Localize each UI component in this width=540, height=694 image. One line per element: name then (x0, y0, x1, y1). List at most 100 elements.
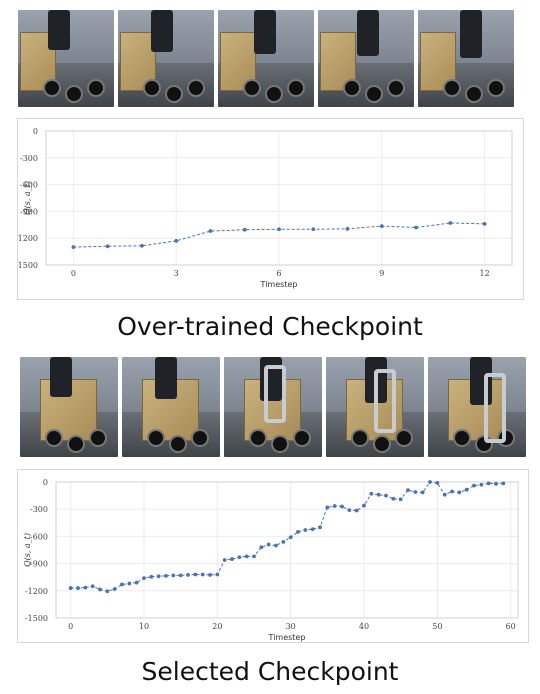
y-axis-label: Q(s, a_t) (23, 533, 32, 567)
data-point (98, 587, 102, 592)
data-point (222, 558, 227, 562)
bottom-caption: Selected Checkpoint (141, 657, 399, 686)
data-point (472, 483, 476, 488)
data-point (186, 573, 190, 577)
data-point (208, 229, 213, 233)
robot-arm (50, 357, 72, 397)
door-handle (484, 373, 506, 443)
data-point (252, 554, 256, 559)
data-point (288, 535, 293, 540)
data-point (156, 574, 161, 579)
knob (443, 79, 461, 97)
robot-arm (155, 357, 177, 399)
data-point (318, 525, 322, 530)
plot-area (55, 481, 519, 619)
data-point (482, 222, 487, 226)
data-point (68, 586, 73, 590)
robot-arm (151, 10, 173, 52)
x-tick-label: 30 (286, 622, 296, 631)
y-tick-label: 0 (33, 127, 38, 136)
top-caption: Over-trained Checkpoint (117, 312, 423, 341)
top-frame-1 (18, 10, 114, 107)
data-point (76, 586, 80, 590)
data-point (406, 488, 410, 493)
data-point (486, 481, 491, 486)
data-point (340, 504, 344, 509)
data-point (413, 490, 418, 494)
data-point (448, 221, 453, 225)
data-point (479, 482, 484, 487)
robot-arm (357, 10, 379, 56)
y-tick-label: -600 (30, 532, 48, 541)
data-point (259, 545, 264, 550)
data-point (501, 481, 506, 486)
data-point (71, 245, 76, 250)
data-point (149, 574, 154, 579)
data-point (369, 491, 374, 496)
knob (45, 429, 63, 447)
y-tick-label: 0 (43, 478, 48, 487)
x-tick-label: 9 (379, 269, 384, 278)
data-point (442, 492, 447, 497)
data-point (237, 555, 242, 560)
x-tick-label: 0 (68, 622, 73, 631)
knob (67, 435, 85, 453)
knob (65, 85, 83, 103)
y-tick-label: -300 (30, 505, 48, 514)
bottom-frame-4 (326, 357, 424, 457)
top-frame-4 (318, 10, 414, 107)
y-tick-label: -900 (30, 560, 48, 569)
top-image-strip (18, 10, 514, 107)
x-tick-label: 40 (359, 622, 369, 631)
data-point (230, 557, 234, 561)
data-point (140, 243, 144, 248)
bottom-chart-svg: 0 -300 -600 -900 -1200 -1500 0 10 20 30 40 50 60 Time… (23, 478, 519, 642)
frame-board (320, 32, 356, 91)
plot-area (45, 130, 513, 266)
bottom-frame-5 (428, 357, 526, 457)
x-tick-label: 20 (212, 622, 222, 631)
x-tick-label: 50 (432, 622, 442, 631)
data-point (398, 497, 403, 502)
data-point (134, 580, 139, 585)
data-point (215, 572, 220, 577)
x-tick-label: 10 (139, 622, 149, 631)
data-point (274, 543, 278, 548)
data-point (142, 576, 146, 581)
x-tick-label: 60 (506, 622, 516, 631)
data-point (428, 480, 432, 484)
data-point (105, 244, 110, 249)
data-point (112, 587, 117, 591)
knob (265, 85, 283, 103)
data-point (83, 585, 88, 590)
data-point (277, 227, 281, 232)
data-point (310, 527, 315, 532)
knob (249, 429, 267, 447)
data-point (384, 493, 388, 498)
knob (169, 435, 187, 453)
data-point (391, 496, 396, 501)
door-handle (374, 369, 396, 433)
x-tick-label: 12 (479, 269, 489, 278)
top-chart: 0 -300 -600 -900 -1200 -1500 0 3 6 9 12 Timestep Q(s… (17, 118, 524, 300)
data-point (266, 542, 271, 547)
knob (453, 429, 471, 447)
knob (147, 429, 165, 447)
data-point (244, 554, 249, 559)
knob (351, 429, 369, 447)
data-point (90, 584, 95, 589)
knob (293, 429, 311, 447)
y-tick-label: -900 (20, 207, 38, 216)
knob (487, 79, 505, 97)
knob (43, 79, 61, 97)
knob (243, 79, 261, 97)
knob (89, 429, 107, 447)
data-point (494, 481, 498, 486)
x-tick-label: 6 (276, 269, 281, 278)
robot-arm (254, 10, 276, 54)
data-point (362, 503, 366, 508)
door-handle (264, 365, 286, 423)
knob (365, 85, 383, 103)
x-axis-label: Timestep (268, 633, 306, 642)
knob (343, 79, 361, 97)
